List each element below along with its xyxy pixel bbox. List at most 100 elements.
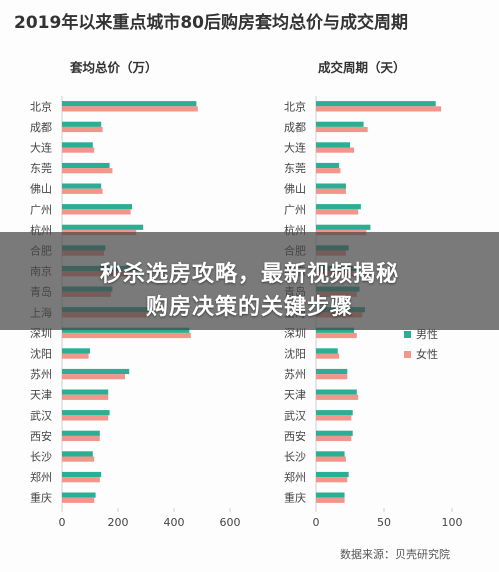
price-category-label: 长沙 bbox=[30, 451, 52, 464]
legend-swatch-female bbox=[404, 351, 411, 358]
price-category-label: 沈阳 bbox=[30, 347, 52, 361]
price-bar-male bbox=[62, 204, 132, 210]
price-bar-male bbox=[62, 389, 109, 395]
cycle-bar-female bbox=[316, 374, 348, 380]
cycle-category-label: 深圳 bbox=[284, 327, 306, 340]
cycle-bar-male bbox=[316, 142, 350, 148]
cycle-category-label: 武汉 bbox=[284, 409, 306, 422]
price-bar-male bbox=[62, 101, 197, 107]
price-bar-male bbox=[62, 410, 110, 416]
cycle-category-label: 天津 bbox=[284, 389, 306, 402]
chart-title: 2019年以来重点城市80后购房套均总价与成交周期 bbox=[14, 13, 408, 33]
promo-banner[interactable]: 秒杀选房攻略，最新视频揭秘 购房决策的关键步骤 bbox=[0, 232, 499, 330]
cycle-bar-female bbox=[316, 477, 348, 483]
price-category-label: 深圳 bbox=[30, 327, 52, 340]
cycle-bar-male bbox=[316, 471, 349, 478]
cycle-bar-male bbox=[316, 101, 436, 107]
cycle-bar-female bbox=[316, 353, 340, 359]
cycle-bar-female bbox=[316, 209, 359, 215]
cycle-bar-male bbox=[316, 410, 353, 416]
cycle-x-tick-label: 0 bbox=[313, 516, 320, 529]
price-x-tick-label: 200 bbox=[108, 516, 129, 529]
cycle-bar-male bbox=[316, 162, 340, 169]
cycle-category-label: 广州 bbox=[284, 203, 306, 216]
price-bar-male bbox=[62, 368, 130, 375]
price-bar-male bbox=[62, 471, 102, 478]
cycle-bar-male bbox=[316, 492, 345, 498]
price-bar-female bbox=[62, 394, 109, 400]
banner-subheadline: 购房决策的关键步骤 bbox=[145, 295, 353, 320]
cycle-bar-male bbox=[316, 389, 357, 395]
cycle-bar-female bbox=[316, 147, 355, 153]
price-bar-female bbox=[62, 188, 103, 194]
cycle-bar-female bbox=[316, 394, 359, 400]
cycle-category-label: 长沙 bbox=[284, 451, 306, 464]
price-bar-male bbox=[62, 348, 90, 354]
price-category-label: 广州 bbox=[30, 203, 52, 216]
source-note: 数据来源：贝壳研究院 bbox=[340, 548, 450, 561]
legend-label-male: 男性 bbox=[416, 327, 438, 341]
cycle-bar-female bbox=[316, 332, 357, 339]
cycle-bar-female bbox=[316, 188, 346, 194]
price-bar-female bbox=[62, 374, 125, 380]
cycle-bar-female bbox=[316, 497, 345, 503]
cycle-x-tick-label: 100 bbox=[442, 516, 463, 529]
cycle-bar-female bbox=[316, 435, 352, 442]
cycle-category-label: 东莞 bbox=[284, 162, 306, 175]
price-bar-male bbox=[62, 327, 190, 333]
cycle-category-label: 成都 bbox=[284, 121, 306, 134]
price-bar-female bbox=[62, 209, 131, 215]
cycle-bar-male bbox=[316, 348, 338, 354]
price-category-label: 天津 bbox=[30, 389, 52, 402]
price-category-label: 东莞 bbox=[30, 162, 52, 175]
price-category-label: 佛山 bbox=[30, 183, 52, 196]
cycle-category-label: 沈阳 bbox=[284, 347, 306, 361]
cycle-category-label: 西安 bbox=[284, 429, 306, 443]
price-bar-female bbox=[62, 477, 100, 483]
price-bar-male bbox=[62, 121, 102, 127]
price-bar-female bbox=[62, 168, 113, 174]
price-bar-male bbox=[62, 451, 93, 457]
price-x-tick-label: 600 bbox=[220, 516, 241, 529]
cycle-bar-male bbox=[316, 224, 371, 230]
price-bar-female bbox=[62, 332, 191, 339]
price-category-label: 郑州 bbox=[30, 470, 52, 484]
price-category-label: 重庆 bbox=[30, 491, 52, 505]
cycle-bar-female bbox=[316, 415, 352, 421]
price-bar-female bbox=[62, 147, 95, 153]
legend-swatch-male bbox=[404, 331, 411, 338]
cycle-category-label: 北京 bbox=[284, 99, 306, 113]
price-bar-male bbox=[62, 183, 102, 189]
cycle-bar-male bbox=[316, 430, 353, 436]
price-bar-female bbox=[62, 415, 109, 421]
price-bar-female bbox=[62, 497, 95, 503]
price-category-label: 武汉 bbox=[30, 409, 52, 422]
cycle-bar-male bbox=[316, 121, 364, 127]
cycle-category-label: 大连 bbox=[284, 141, 306, 155]
cycle-bar-male bbox=[316, 368, 348, 375]
price-bar-female bbox=[62, 126, 103, 133]
price-bar-male bbox=[62, 142, 93, 148]
price-bar-female bbox=[62, 353, 89, 359]
cycle-bar-male bbox=[316, 183, 346, 189]
cycle-bar-female bbox=[316, 106, 442, 112]
price-bar-female bbox=[62, 435, 100, 442]
banner-headline: 秒杀选房攻略，最新视频揭秘 bbox=[99, 262, 399, 287]
price-category-label: 大连 bbox=[30, 141, 52, 155]
price-category-label: 西安 bbox=[30, 429, 52, 443]
cycle-category-label: 郑州 bbox=[284, 470, 306, 484]
cycle-bar-female bbox=[316, 168, 341, 174]
price-bar-male bbox=[62, 162, 110, 169]
cycle-bar-female bbox=[316, 126, 368, 133]
price-bar-male bbox=[62, 224, 144, 230]
right-chart-title: 成交周期（天） bbox=[318, 60, 406, 75]
cycle-bar-male bbox=[316, 451, 345, 457]
cycle-bar-male bbox=[316, 327, 355, 333]
cycle-x-tick-label: 50 bbox=[377, 516, 391, 529]
price-bar-male bbox=[62, 492, 96, 498]
legend-label-female: 女性 bbox=[416, 347, 438, 361]
price-category-label: 苏州 bbox=[30, 368, 52, 381]
price-bar-female bbox=[62, 456, 95, 462]
price-bar-female bbox=[62, 106, 198, 112]
price-x-tick-label: 0 bbox=[59, 516, 66, 529]
